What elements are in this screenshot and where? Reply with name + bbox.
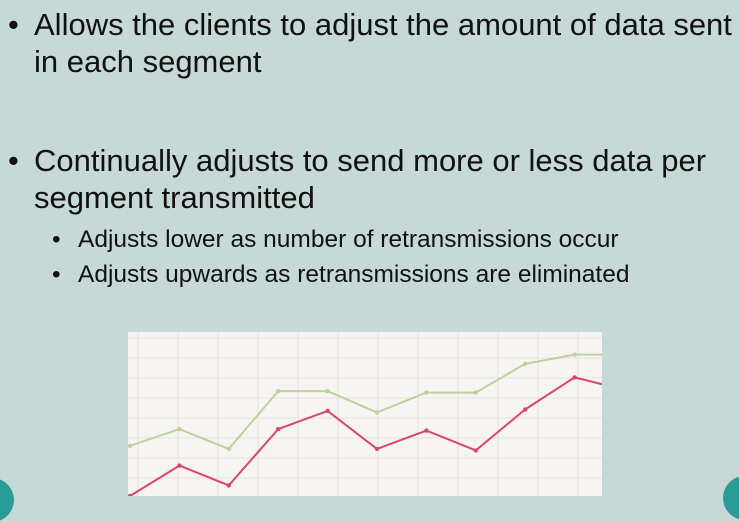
sub-bullet-dot: • [52, 261, 61, 288]
bullet-dot: • [8, 7, 19, 42]
data-point-series-2-4 [325, 408, 330, 414]
data-point-series-2-6 [424, 428, 429, 433]
data-point-series-1-7 [473, 390, 478, 395]
sub-bullet-text: Adjusts upwards as retransmissions are e… [78, 261, 630, 288]
decorative-corner-left [0, 478, 14, 522]
data-point-series-1-5 [374, 410, 380, 415]
data-point-series-2-5 [374, 446, 380, 452]
series-line-1 [129, 353, 602, 450]
data-point-series-1-8 [523, 361, 528, 366]
data-point-series-2-9 [572, 375, 577, 380]
line-chart [128, 332, 602, 496]
data-point-series-2-7 [473, 448, 478, 453]
data-point-series-1-9 [572, 352, 577, 357]
bullet-continually-adjusts: • Continually adjusts to send more or le… [6, 142, 736, 216]
chart-series [128, 352, 602, 496]
data-point-series-2-2 [226, 483, 231, 488]
chart-grid [128, 332, 602, 496]
data-point-series-1-4 [325, 388, 330, 394]
data-point-series-2-3 [276, 426, 281, 432]
bullet-adjust-amount: • Allows the clients to adjust the amoun… [6, 6, 736, 80]
slide: • Allows the clients to adjust the amoun… [0, 6, 739, 522]
data-point-series-1-0 [128, 443, 133, 448]
data-point-series-2-8 [523, 407, 528, 412]
sub-bullet-adjusts-upwards: • Adjusts upwards as retransmissions are… [52, 260, 739, 290]
bullet-text: Allows the clients to adjust the amount … [34, 7, 732, 79]
bullet-dot: • [8, 143, 19, 178]
data-point-series-2-1 [177, 463, 182, 468]
data-point-series-1-6 [424, 390, 429, 395]
data-point-series-1-3 [276, 388, 281, 394]
data-point-series-1-1 [177, 426, 182, 432]
decorative-corner-right [723, 476, 739, 520]
sub-bullet-dot: • [52, 226, 61, 253]
line-chart-image [128, 332, 602, 496]
sub-bullet-text: Adjusts lower as number of retransmissio… [78, 226, 619, 253]
bullet-text: Continually adjusts to send more or less… [34, 143, 707, 215]
data-point-series-2-0 [128, 493, 133, 496]
data-point-series-1-2 [226, 446, 231, 452]
sub-bullet-adjusts-lower: • Adjusts lower as number of retransmiss… [52, 225, 739, 255]
